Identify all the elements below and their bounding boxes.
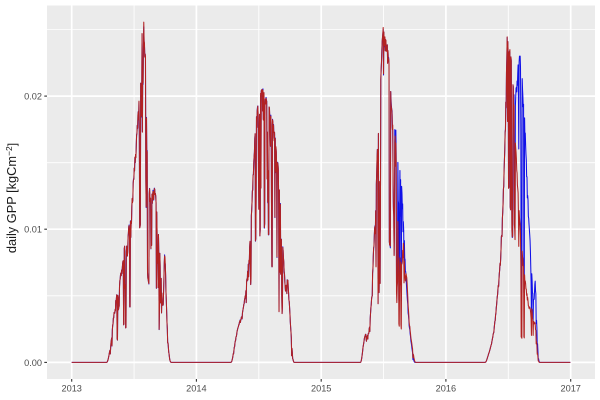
svg-text:2015: 2015 [311,384,331,394]
svg-text:2017: 2017 [560,384,580,394]
svg-text:2016: 2016 [436,384,456,394]
svg-text:0.00: 0.00 [24,358,42,368]
svg-text:2014: 2014 [186,384,206,394]
svg-text:0.01: 0.01 [24,225,42,235]
svg-text:daily GPP [kgCm−2]: daily GPP [kgCm−2] [4,143,19,253]
svg-text:0.02: 0.02 [24,92,42,102]
svg-text:2013: 2013 [61,384,81,394]
